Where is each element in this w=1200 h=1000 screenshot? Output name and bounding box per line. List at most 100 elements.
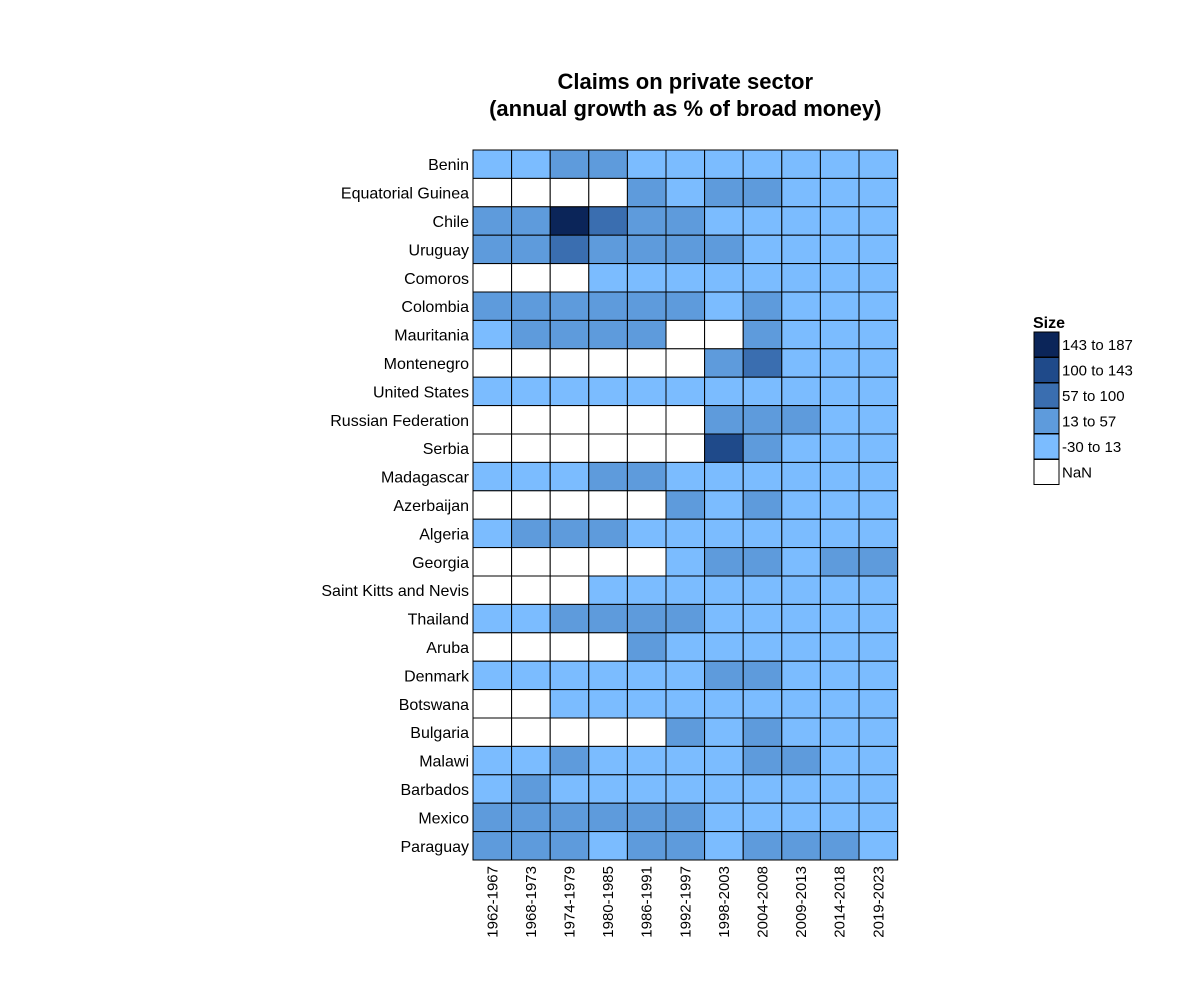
heatmap-cell [858, 717, 899, 747]
heatmap-cell [819, 774, 860, 804]
heatmap-cell [858, 547, 899, 577]
heatmap-cell [472, 774, 513, 804]
heatmap-cell [819, 461, 860, 492]
heatmap-cell [781, 689, 821, 719]
heatmap-cell [704, 689, 744, 719]
heatmap-cell [472, 319, 513, 350]
heatmap-cell [819, 831, 860, 861]
heatmap-cell [626, 831, 667, 861]
heatmap-cell [742, 802, 783, 833]
heatmap-cell [472, 802, 513, 833]
heatmap-cell [588, 632, 628, 662]
heatmap-cell [819, 433, 860, 463]
heatmap-cell [781, 405, 821, 435]
heatmap-cell [588, 376, 628, 407]
heatmap-cell [511, 660, 551, 691]
heatmap-cell [704, 490, 744, 520]
heatmap-cell [588, 206, 628, 236]
heatmap-cell [742, 660, 783, 691]
row-label: Georgia [412, 555, 469, 572]
row-label: Mauritania [394, 328, 469, 345]
heatmap-cell [549, 291, 590, 321]
heatmap-cell [704, 319, 744, 350]
column-label: 1992-1997 [677, 866, 694, 938]
row-label: Saint Kitts and Nevis [321, 583, 469, 600]
heatmap-cell [511, 774, 551, 804]
heatmap-cell [511, 603, 551, 634]
heatmap-cell [781, 660, 821, 691]
heatmap-cell [742, 433, 783, 463]
row-label: Serbia [423, 441, 469, 458]
heatmap-cell [665, 689, 706, 719]
row-label: Montenegro [384, 356, 469, 373]
heatmap-cell [819, 575, 860, 605]
heatmap-cell [819, 376, 860, 407]
heatmap-cell [665, 717, 706, 747]
heatmap-cell [626, 717, 667, 747]
heatmap-cell [626, 632, 667, 662]
heatmap-cell [742, 831, 783, 861]
heatmap-cell [626, 234, 667, 265]
heatmap-cell [781, 831, 821, 861]
heatmap-cell [819, 745, 860, 776]
heatmap-cell [588, 348, 628, 378]
heatmap-cell [819, 547, 860, 577]
heatmap-cell [588, 603, 628, 634]
legend-swatch [1033, 459, 1060, 485]
heatmap-cell [549, 149, 590, 179]
heatmap-cell [742, 717, 783, 747]
heatmap-cell [665, 263, 706, 293]
heatmap-cell [549, 518, 590, 549]
heatmap-cell [472, 206, 513, 236]
heatmap-cell [511, 632, 551, 662]
heatmap-cell [626, 376, 667, 407]
heatmap-cell [588, 547, 628, 577]
heatmap-cell [858, 689, 899, 719]
heatmap-cell [742, 632, 783, 662]
heatmap-cell [781, 745, 821, 776]
heatmap-cell [819, 206, 860, 236]
legend-swatch [1033, 382, 1060, 409]
heatmap-cell [819, 689, 860, 719]
heatmap-cell [819, 632, 860, 662]
heatmap-cell [626, 149, 667, 179]
heatmap-cell [588, 717, 628, 747]
heatmap-cell [742, 774, 783, 804]
heatmap-cell [549, 461, 590, 492]
heatmap-cell [511, 149, 551, 179]
heatmap-cell [704, 177, 744, 208]
heatmap-cell [472, 518, 513, 549]
heatmap-cell [665, 745, 706, 776]
column-label: 1986-1991 [639, 866, 656, 938]
heatmap-cell [665, 433, 706, 463]
heatmap-cell [472, 660, 513, 691]
heatmap-cell [781, 632, 821, 662]
heatmap-cell [665, 376, 706, 407]
legend-swatch [1033, 357, 1060, 383]
row-label: Equatorial Guinea [341, 186, 469, 203]
heatmap-cell [472, 433, 513, 463]
heatmap-cell [588, 831, 628, 861]
heatmap-cell [819, 319, 860, 350]
column-label: 1968-1973 [523, 866, 540, 938]
legend-label: 100 to 143 [1062, 363, 1133, 380]
row-label: Thailand [408, 612, 469, 629]
heatmap-cell [819, 348, 860, 378]
column-label: 1974-1979 [562, 866, 579, 938]
heatmap-cell [665, 291, 706, 321]
heatmap-cell [781, 149, 821, 179]
heatmap-cell [704, 263, 744, 293]
heatmap-cell [626, 774, 667, 804]
heatmap-cell [588, 774, 628, 804]
heatmap-cell [742, 319, 783, 350]
heatmap-cell [511, 717, 551, 747]
heatmap-cell [781, 433, 821, 463]
heatmap-cell [588, 490, 628, 520]
heatmap-cell [704, 745, 744, 776]
heatmap-cell [704, 774, 744, 804]
legend-label: 13 to 57 [1062, 414, 1116, 431]
heatmap-cell [472, 376, 513, 407]
heatmap-cell [665, 206, 706, 236]
heatmap-cell [472, 149, 513, 179]
heatmap-cell [472, 603, 513, 634]
